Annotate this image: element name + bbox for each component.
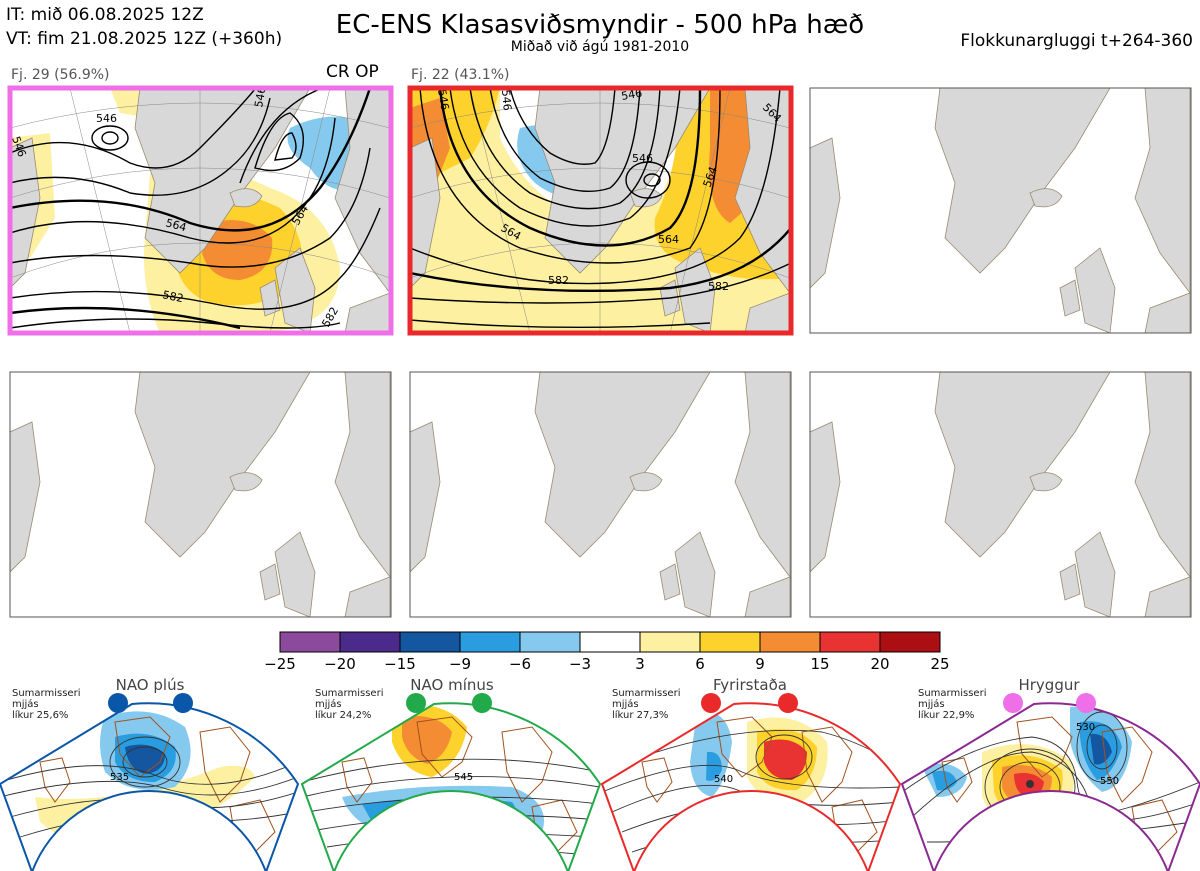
regime-frame <box>900 702 1200 871</box>
regime-contour-label: 560 <box>118 807 137 818</box>
colorbar-tick: −20 <box>324 655 356 673</box>
regime-contour-label: 545 <box>454 772 473 783</box>
regime-marker <box>778 693 798 713</box>
regime-probability: líkur 22,9% <box>918 710 975 721</box>
colorbar-tick: 3 <box>635 655 645 673</box>
colorbar-segment <box>699 631 761 653</box>
regime-qualifier: mjjás <box>315 699 342 710</box>
regime-season: Sumarmisseri <box>315 688 384 699</box>
regime-frame <box>600 702 902 871</box>
colorbar-tick: −15 <box>384 655 416 673</box>
valid-time: VT: fim 21.08.2025 12Z (+360h) <box>6 29 283 49</box>
regime-contour-label: 575 <box>736 832 755 843</box>
regime-info: Sumarmisseri mjjás líkur 27,3% <box>612 688 680 721</box>
colorbar-segment <box>759 631 821 653</box>
contour-label: 546 <box>9 135 28 159</box>
init-time: IT: mið 06.08.2025 12Z <box>6 5 204 25</box>
contour-label: 564 <box>658 233 679 246</box>
cluster-1-label: Fj. 29 (56.9%) <box>11 67 110 83</box>
regime-info: Sumarmisseri mjjás líkur 24,2% <box>315 688 383 721</box>
regime-season: Sumarmisseri <box>12 688 81 699</box>
cluster-2-label: Fj. 22 (43.1%) <box>411 67 510 83</box>
contour-label: 546 <box>96 112 117 125</box>
regime-marker <box>406 693 426 713</box>
regime-title: NAO mínus <box>410 676 494 694</box>
regime-marker <box>173 693 193 713</box>
colorbar-segment <box>519 631 581 653</box>
regime-contour-label: 530 <box>1076 722 1095 733</box>
colorbar-tick: 20 <box>870 655 890 673</box>
colorbar-tick: −6 <box>508 655 532 673</box>
regime-season: Sumarmisseri <box>612 688 681 699</box>
contour-label: 546 <box>632 152 653 165</box>
contour-label: 582 <box>548 274 569 287</box>
contour-label: 582 <box>708 280 729 293</box>
contour-label: 546 <box>435 88 451 111</box>
regime-info: Sumarmisseri mjjás líkur 25,6% <box>12 688 80 721</box>
regime-title: NAO plús <box>115 676 185 694</box>
regime-marker <box>1003 693 1023 713</box>
regime-qualifier: mjjás <box>12 699 39 710</box>
regime-contour-label: 575 <box>448 849 467 860</box>
colorbar-segment <box>819 631 881 653</box>
colorbar-tick: 15 <box>810 655 830 673</box>
regime-marker <box>472 693 492 713</box>
regime-probability: líkur 27,3% <box>612 710 669 721</box>
colorbar-tick: 25 <box>930 655 950 673</box>
regime-contour-label: 560 <box>722 808 741 819</box>
regime-frame <box>300 702 602 871</box>
cluster-window: Flokkunargluggi t+264-360 <box>960 31 1193 51</box>
colorbar-tick: −3 <box>568 655 592 673</box>
page-subtitle: Miðað við ágú 1981-2010 <box>510 39 690 55</box>
contour-label: 546 <box>252 86 268 109</box>
cluster-1-map: 546 546 546 564 564 582 582 <box>7 85 394 336</box>
contour-label: 564 <box>164 216 188 234</box>
regime-season: Sumarmisseri <box>918 688 987 699</box>
colorbar-tick: −25 <box>264 655 296 673</box>
regime-info: Sumarmisseri mjjás líkur 22,9% <box>918 688 986 721</box>
regime-contour-label: 550 <box>1100 776 1119 787</box>
empty-panel <box>409 371 792 618</box>
contour-label: 546 <box>620 87 643 103</box>
empty-panel <box>809 371 1192 618</box>
regime-qualifier: mjjás <box>612 699 639 710</box>
contour-label: 546 <box>499 89 514 111</box>
cluster-2-map: 546 546 546 546 564 564 564 564 582 582 <box>407 85 794 336</box>
regime-marker <box>1076 693 1096 713</box>
regime-contour-label: 535 <box>110 772 129 783</box>
regime-contour-label: 560 <box>438 815 457 826</box>
regime-contour-label: 575 <box>1092 837 1111 848</box>
page-title: EC-ENS Klasasviðsmyndir - 500 hPa hæð <box>335 10 865 40</box>
regime-marker <box>108 693 128 713</box>
regime-probability: líkur 25,6% <box>12 710 69 721</box>
colorbar-tick: 6 <box>695 655 705 673</box>
colorbar-segment <box>879 631 941 653</box>
regime-contour-label: 540 <box>714 774 733 785</box>
colorbar-segment <box>399 631 461 653</box>
empty-panel <box>9 371 392 618</box>
colorbar-segment <box>459 631 521 653</box>
empty-panel <box>809 87 1192 334</box>
colorbar-segment <box>639 631 701 653</box>
colorbar-segment <box>279 631 341 653</box>
colorbar-segment <box>339 631 401 653</box>
colorbar-tick: 9 <box>755 655 765 673</box>
colorbar <box>279 631 941 653</box>
regime-frame <box>0 702 300 871</box>
colorbar-segment <box>579 631 641 653</box>
colorbar-tick: −9 <box>448 655 472 673</box>
contour-label: 582 <box>161 288 184 305</box>
regime-title: Hryggur <box>1018 676 1080 694</box>
regime-qualifier: mjjás <box>918 699 945 710</box>
regime-probability: líkur 24,2% <box>315 710 372 721</box>
regime-title: Fyrirstaða <box>713 676 787 694</box>
cluster-1-frame <box>7 85 394 336</box>
cluster-2-frame <box>407 85 794 336</box>
cluster-1-badge: CR OP <box>326 62 379 82</box>
regime-marker <box>701 693 721 713</box>
